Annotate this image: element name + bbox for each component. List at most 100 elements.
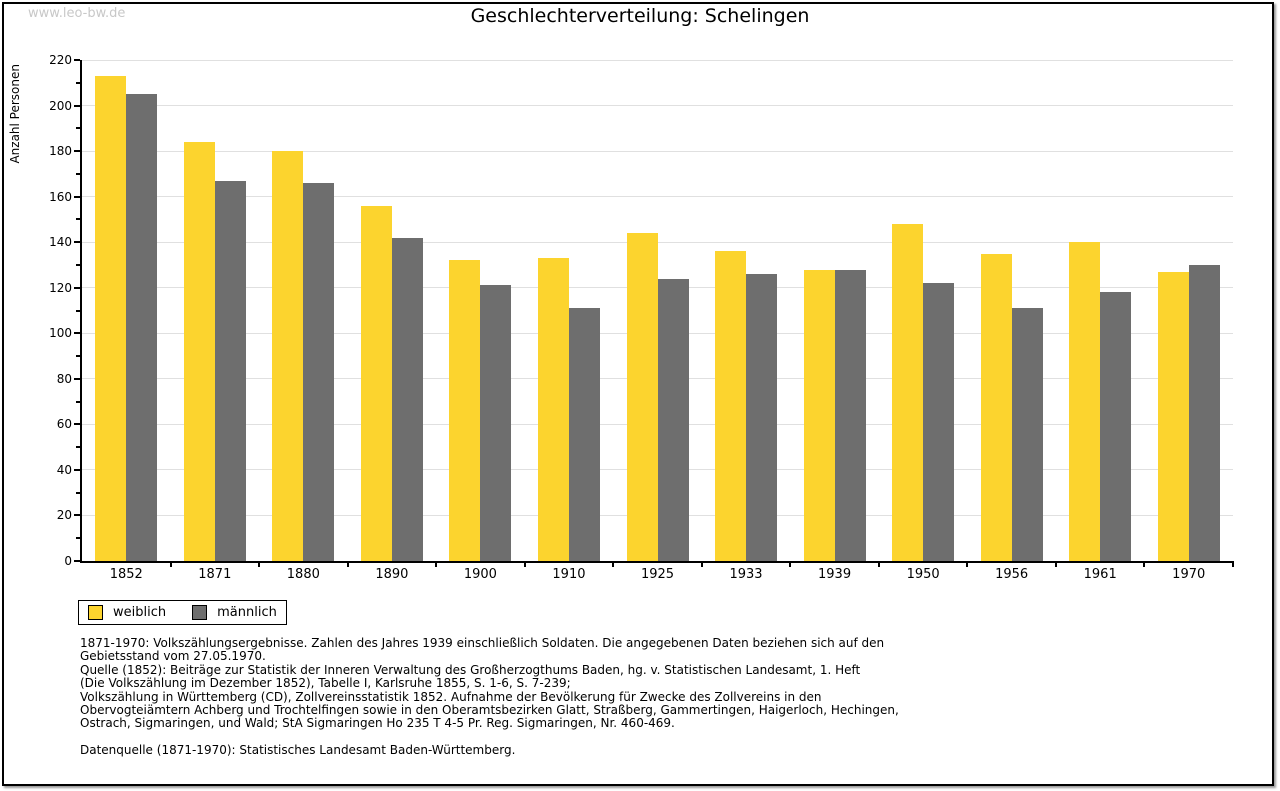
plot-area: 0 20 40 60 80 100 120 140 160 180 200 220 1852 1871 18…	[49, 53, 1234, 582]
y-axis-tick-label: 120	[49, 280, 72, 295]
gridline-140	[82, 241, 1233, 243]
y-axis-tick	[74, 468, 80, 471]
y-axis-tick-label: 0	[64, 554, 72, 568]
bar-maennlich-1880	[303, 182, 335, 561]
legend: weiblich männlich	[78, 600, 287, 625]
x-axis-label: 1910	[552, 567, 586, 582]
x-axis-tick	[700, 561, 703, 567]
watermark: www.leo-bw.de	[28, 6, 126, 21]
bar-weiblich-1950	[892, 223, 924, 561]
bar-maennlich-1939	[834, 269, 866, 561]
gridline-180	[82, 150, 1233, 152]
y-axis-tick	[74, 59, 80, 61]
bar-weiblich-1910	[537, 258, 569, 561]
legend-label-weiblich: weiblich	[113, 605, 167, 620]
bar-weiblich-1880	[272, 151, 304, 561]
y-axis-minor-tick	[76, 400, 80, 403]
legend-swatch-maennlich	[192, 605, 208, 620]
y-axis-tick	[74, 150, 80, 153]
bar-weiblich-1871	[183, 141, 215, 561]
source-note-line: Volkszählung in Württemberg (CD), Zollve…	[80, 689, 822, 704]
x-axis-tick	[1143, 561, 1146, 567]
bar-maennlich-1871	[214, 180, 246, 561]
x-axis-tick	[1054, 561, 1057, 567]
source-note-line: 1871-1970: Volkszählungsergebnisse. Zahl…	[80, 636, 885, 650]
gridline-160	[82, 196, 1233, 198]
bar-weiblich-1852	[95, 75, 127, 561]
bar-maennlich-1900	[480, 285, 512, 561]
bar-maennlich-1933	[746, 274, 778, 561]
gridline-220	[82, 59, 1233, 61]
y-axis-tick	[74, 377, 80, 380]
y-axis-tick-label: 180	[49, 144, 72, 159]
x-axis-label: 1970	[1172, 567, 1206, 582]
x-axis-label: 1939	[818, 567, 852, 582]
x-axis-tick	[966, 561, 969, 567]
bar-maennlich-1910	[568, 308, 600, 561]
y-axis-tick	[74, 514, 80, 517]
x-axis-label: 1925	[640, 567, 675, 582]
y-axis-title: Anzahl Personen	[8, 64, 22, 164]
x-axis-tick	[523, 561, 526, 567]
x-axis-label: 1950	[906, 567, 940, 582]
y-axis-tick-label: 160	[49, 189, 72, 204]
bar-weiblich-1900	[449, 260, 481, 561]
x-axis-tick	[789, 561, 792, 567]
source-note-line: (Die Volkszählung im Dezember 1852), Tab…	[80, 676, 571, 691]
x-axis-tick	[612, 561, 615, 567]
y-axis-tick-label: 80	[56, 371, 72, 386]
legend-swatch-weiblich	[88, 605, 103, 620]
source-note-line: Obervogteiämtern Achberg und Trochtelfin…	[80, 703, 899, 718]
x-axis-tick	[346, 561, 349, 567]
bar-maennlich-1970	[1188, 264, 1220, 561]
y-axis-minor-tick	[76, 491, 80, 494]
y-axis-tick	[74, 286, 80, 289]
source-note-line	[80, 731, 1272, 744]
y-axis-minor-tick	[76, 81, 80, 84]
bar-weiblich-1961	[1069, 242, 1101, 561]
source-note-line: Quelle (1852): Beiträge zur Statistik de…	[80, 662, 861, 677]
y-axis-tick-label: 20	[56, 508, 72, 523]
y-axis-tick	[74, 104, 80, 107]
source-note-line: Datenquelle (1871-1970): Statistisches L…	[80, 743, 516, 758]
bar-weiblich-1925	[626, 233, 658, 561]
x-axis-tick	[258, 561, 261, 567]
source-note-line: Ostrach, Sigmaringen, und Wald; StA Sigm…	[80, 716, 675, 731]
bar-weiblich-1956	[980, 253, 1012, 561]
y-axis-tick-label: 40	[56, 462, 72, 477]
y-axis-tick-label: 140	[49, 235, 72, 250]
y-axis-tick-label: 220	[49, 53, 72, 67]
x-axis-label: 1871	[198, 567, 232, 582]
gridline-200	[82, 105, 1233, 107]
y-axis-tick-label: 200	[49, 98, 72, 113]
y-axis-tick	[74, 241, 80, 244]
x-axis-label: 1890	[375, 567, 409, 582]
source-notes: 1871-1970: Volkszählungsergebnisse. Zahl…	[80, 636, 1272, 758]
y-axis-minor-tick	[76, 127, 80, 130]
bar-weiblich-1890	[360, 205, 392, 561]
x-axis-label: 1900	[463, 567, 497, 582]
y-axis-minor-tick	[76, 537, 80, 540]
y-axis-minor-tick	[76, 446, 80, 449]
y-axis-tick	[74, 195, 80, 198]
source-note-line: Gebietsstand vom 27.05.1970.	[80, 649, 266, 664]
y-axis-tick-label: 100	[49, 326, 72, 341]
chart-title: Geschlechterverteilung: Schelingen	[470, 5, 810, 27]
y-axis-tick	[74, 332, 80, 335]
x-axis-tick	[435, 561, 438, 567]
y-axis-tick	[74, 560, 80, 562]
x-axis-tick	[877, 561, 880, 567]
legend-label-maennlich: männlich	[217, 605, 277, 620]
bar-weiblich-1939	[803, 269, 835, 561]
x-axis-tick	[169, 561, 172, 567]
x-axis-label: 1956	[995, 567, 1029, 582]
x-axis-label: 1961	[1083, 567, 1117, 582]
y-axis-minor-tick	[76, 263, 80, 266]
bar-maennlich-1961	[1100, 292, 1132, 561]
x-axis-label: 1933	[729, 567, 763, 582]
bar-maennlich-1956	[1011, 308, 1043, 561]
bar-maennlich-1852	[126, 94, 158, 561]
y-axis-minor-tick	[76, 309, 80, 312]
y-axis-minor-tick	[76, 355, 80, 358]
y-axis-minor-tick	[76, 172, 80, 175]
